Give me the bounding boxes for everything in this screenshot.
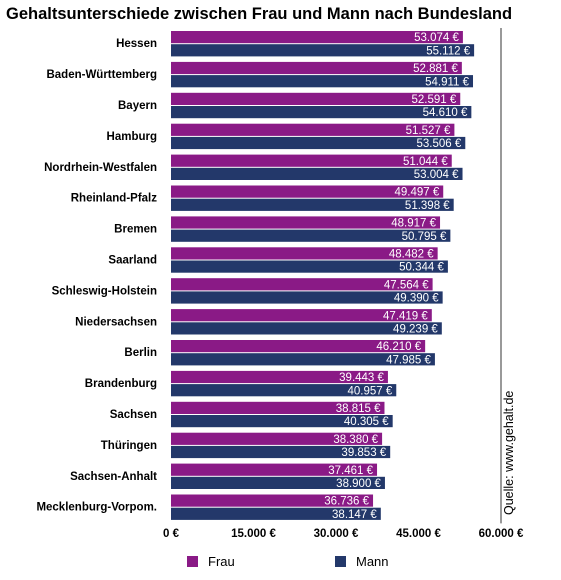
data-label: 46.210 € [376, 341, 421, 353]
data-label: 51.527 € [406, 125, 451, 137]
data-label: 48.482 € [389, 249, 434, 261]
data-label: 53.074 € [414, 32, 459, 44]
legend-swatch-mann [335, 556, 346, 567]
bar-mann [171, 507, 381, 520]
category-label: Hamburg [107, 131, 157, 143]
data-label: 53.506 € [417, 138, 462, 150]
data-label: 36.736 € [324, 496, 369, 508]
data-label: 50.344 € [399, 262, 444, 274]
chart-title: Gehaltsunterschiede zwischen Frau und Ma… [6, 5, 513, 23]
data-label: 52.591 € [411, 94, 456, 106]
bar-mann [171, 322, 442, 335]
bar-frau [171, 494, 374, 507]
bar-mann [171, 260, 448, 273]
category-label: Saarland [108, 255, 157, 267]
category-label: Rheinland-Pfalz [71, 193, 158, 205]
bar-mann [171, 384, 397, 397]
bar-frau [171, 185, 444, 198]
legend-label-frau: Frau [208, 554, 235, 569]
bar-frau [171, 463, 378, 476]
category-label: Thüringen [101, 440, 157, 452]
bar-mann [171, 106, 472, 119]
data-label: 39.853 € [341, 447, 386, 459]
bar-frau [171, 278, 433, 291]
bar-mann [171, 291, 443, 304]
category-label: Schleswig-Holstein [52, 285, 157, 297]
data-label: 48.917 € [391, 218, 436, 230]
x-tick-label: 0 € [163, 528, 180, 540]
bar-frau [171, 370, 388, 384]
category-label: Sachsen-Anhalt [70, 471, 157, 483]
data-label: 38.147 € [332, 509, 377, 521]
data-label: 54.610 € [423, 107, 468, 119]
category-label: Bayern [118, 100, 157, 112]
data-label: 49.390 € [394, 293, 439, 305]
data-label: 39.443 € [339, 372, 384, 384]
data-label: 40.957 € [347, 385, 392, 397]
category-label: Sachsen [110, 409, 157, 421]
bar-frau [171, 309, 432, 322]
bar-mann [171, 167, 463, 180]
bar-mann [171, 445, 391, 459]
bar-frau [171, 401, 385, 414]
legend-label-mann: Mann [356, 554, 389, 569]
bar-mann [171, 476, 385, 489]
bar-frau [171, 154, 452, 167]
category-label: Mecklenburg-Vorpom. [36, 502, 157, 514]
data-label: 53.004 € [414, 169, 459, 181]
x-tick-label: 30.000 € [314, 528, 359, 540]
bar-frau [171, 123, 455, 136]
legend-swatch-frau [187, 556, 198, 567]
x-tick-label: 60.000 € [479, 528, 524, 540]
data-label: 50.795 € [402, 231, 447, 243]
data-label: 54.911 € [425, 76, 470, 88]
legend: Frau Mann [187, 554, 389, 569]
category-label: Niedersachsen [75, 316, 157, 328]
bar-frau [171, 247, 438, 260]
category-label: Nordrhein-Westfalen [44, 162, 157, 174]
bar-mann [171, 136, 466, 150]
category-label: Bremen [114, 224, 157, 236]
x-tick-label: 45.000 € [396, 528, 441, 540]
data-label: 51.044 € [403, 156, 448, 168]
bar-mann [171, 198, 454, 211]
source-note: Quelle: www.gehalt.de [502, 391, 516, 515]
bar-frau [171, 432, 383, 445]
bar-frau [171, 31, 463, 44]
data-label: 51.398 € [405, 200, 450, 212]
data-label: 40.305 € [344, 416, 389, 428]
category-label: Berlin [124, 347, 157, 359]
bar-mann [171, 229, 451, 242]
x-tick-label: 15.000 € [231, 528, 276, 540]
data-label: 55.112 € [426, 45, 471, 57]
data-label: 38.815 € [336, 403, 381, 415]
data-label: 49.497 € [394, 187, 439, 199]
bar-frau [171, 216, 441, 229]
category-label: Baden-Württemberg [46, 69, 157, 81]
category-label: Brandenburg [85, 378, 157, 390]
bar-frau [171, 340, 426, 353]
data-label: 47.985 € [386, 354, 431, 366]
data-label: 37.461 € [328, 465, 373, 477]
data-label: 49.239 € [393, 324, 438, 336]
category-label: Hessen [116, 38, 157, 50]
bar-mann [171, 44, 475, 57]
bar-mann [171, 75, 474, 88]
bar-frau [171, 61, 462, 75]
data-label: 52.881 € [413, 63, 458, 75]
bar-mann [171, 415, 393, 428]
data-label: 38.380 € [333, 434, 378, 446]
data-label: 47.564 € [384, 279, 429, 291]
data-label: 38.900 € [336, 478, 381, 490]
bar-mann [171, 353, 435, 366]
data-label: 47.419 € [383, 310, 428, 322]
bar-frau [171, 92, 461, 105]
